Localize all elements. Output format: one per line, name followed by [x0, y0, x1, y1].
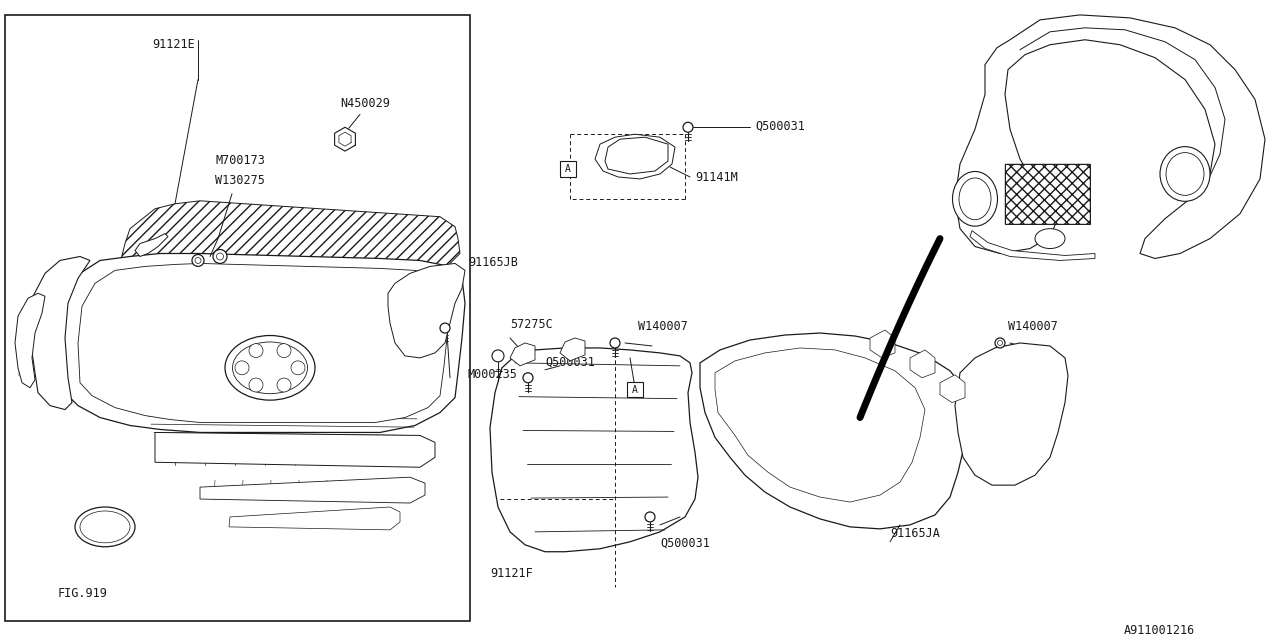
- Circle shape: [291, 361, 305, 375]
- Text: W130275: W130275: [215, 174, 265, 187]
- Text: Q500031: Q500031: [545, 356, 595, 369]
- Text: A: A: [564, 164, 571, 174]
- Ellipse shape: [1166, 152, 1204, 195]
- Polygon shape: [700, 333, 968, 529]
- Ellipse shape: [1036, 228, 1065, 248]
- Circle shape: [276, 344, 291, 358]
- Ellipse shape: [959, 178, 991, 220]
- Bar: [1005, 164, 1091, 223]
- Polygon shape: [334, 127, 356, 151]
- Text: 91121E: 91121E: [152, 38, 195, 51]
- Text: FIG.919: FIG.919: [58, 586, 108, 600]
- Ellipse shape: [1160, 147, 1210, 202]
- Polygon shape: [561, 338, 585, 361]
- Text: 91141M: 91141M: [695, 171, 737, 184]
- Text: M700173: M700173: [215, 154, 265, 167]
- Text: A: A: [632, 385, 637, 395]
- Text: 91165JB: 91165JB: [468, 257, 518, 269]
- Circle shape: [684, 122, 692, 132]
- Circle shape: [611, 338, 620, 348]
- Polygon shape: [955, 15, 1265, 259]
- Polygon shape: [940, 375, 965, 403]
- Polygon shape: [155, 433, 435, 467]
- Text: Q500031: Q500031: [660, 537, 710, 550]
- Polygon shape: [15, 293, 45, 388]
- Polygon shape: [388, 264, 465, 358]
- Circle shape: [212, 250, 227, 264]
- Circle shape: [192, 255, 204, 266]
- Text: 91121F: 91121F: [490, 566, 532, 580]
- Polygon shape: [134, 234, 168, 257]
- Polygon shape: [605, 137, 668, 174]
- Circle shape: [250, 344, 262, 358]
- Circle shape: [995, 338, 1005, 348]
- Polygon shape: [490, 348, 698, 552]
- Ellipse shape: [952, 172, 997, 226]
- Polygon shape: [716, 348, 925, 502]
- Circle shape: [997, 340, 1002, 346]
- Bar: [1005, 164, 1091, 223]
- Circle shape: [236, 361, 250, 375]
- Text: A911001216: A911001216: [1124, 624, 1196, 637]
- Polygon shape: [120, 201, 460, 278]
- Polygon shape: [910, 350, 934, 378]
- Circle shape: [440, 323, 451, 333]
- Circle shape: [250, 378, 262, 392]
- Text: 91165JA: 91165JA: [890, 527, 940, 540]
- Text: W140007: W140007: [1009, 320, 1057, 333]
- Circle shape: [492, 350, 504, 362]
- Polygon shape: [595, 134, 675, 179]
- Circle shape: [195, 257, 201, 264]
- Text: N450029: N450029: [340, 97, 390, 111]
- Ellipse shape: [79, 511, 131, 543]
- Circle shape: [276, 378, 291, 392]
- Bar: [561, 161, 576, 177]
- Polygon shape: [970, 230, 1094, 260]
- Polygon shape: [60, 253, 465, 433]
- Circle shape: [216, 253, 224, 260]
- Text: W140007: W140007: [637, 320, 687, 333]
- Polygon shape: [78, 264, 451, 422]
- Polygon shape: [229, 507, 399, 530]
- Ellipse shape: [76, 507, 134, 547]
- Polygon shape: [200, 477, 425, 503]
- Ellipse shape: [233, 342, 307, 394]
- Text: Q500031: Q500031: [755, 119, 805, 132]
- Polygon shape: [509, 343, 535, 366]
- Polygon shape: [870, 330, 895, 358]
- Text: 57275C: 57275C: [509, 318, 553, 331]
- Text: M000235: M000235: [468, 368, 518, 381]
- Circle shape: [524, 372, 532, 383]
- Polygon shape: [955, 343, 1068, 485]
- Bar: [627, 382, 643, 397]
- Ellipse shape: [225, 335, 315, 400]
- Polygon shape: [29, 257, 90, 410]
- Circle shape: [645, 512, 655, 522]
